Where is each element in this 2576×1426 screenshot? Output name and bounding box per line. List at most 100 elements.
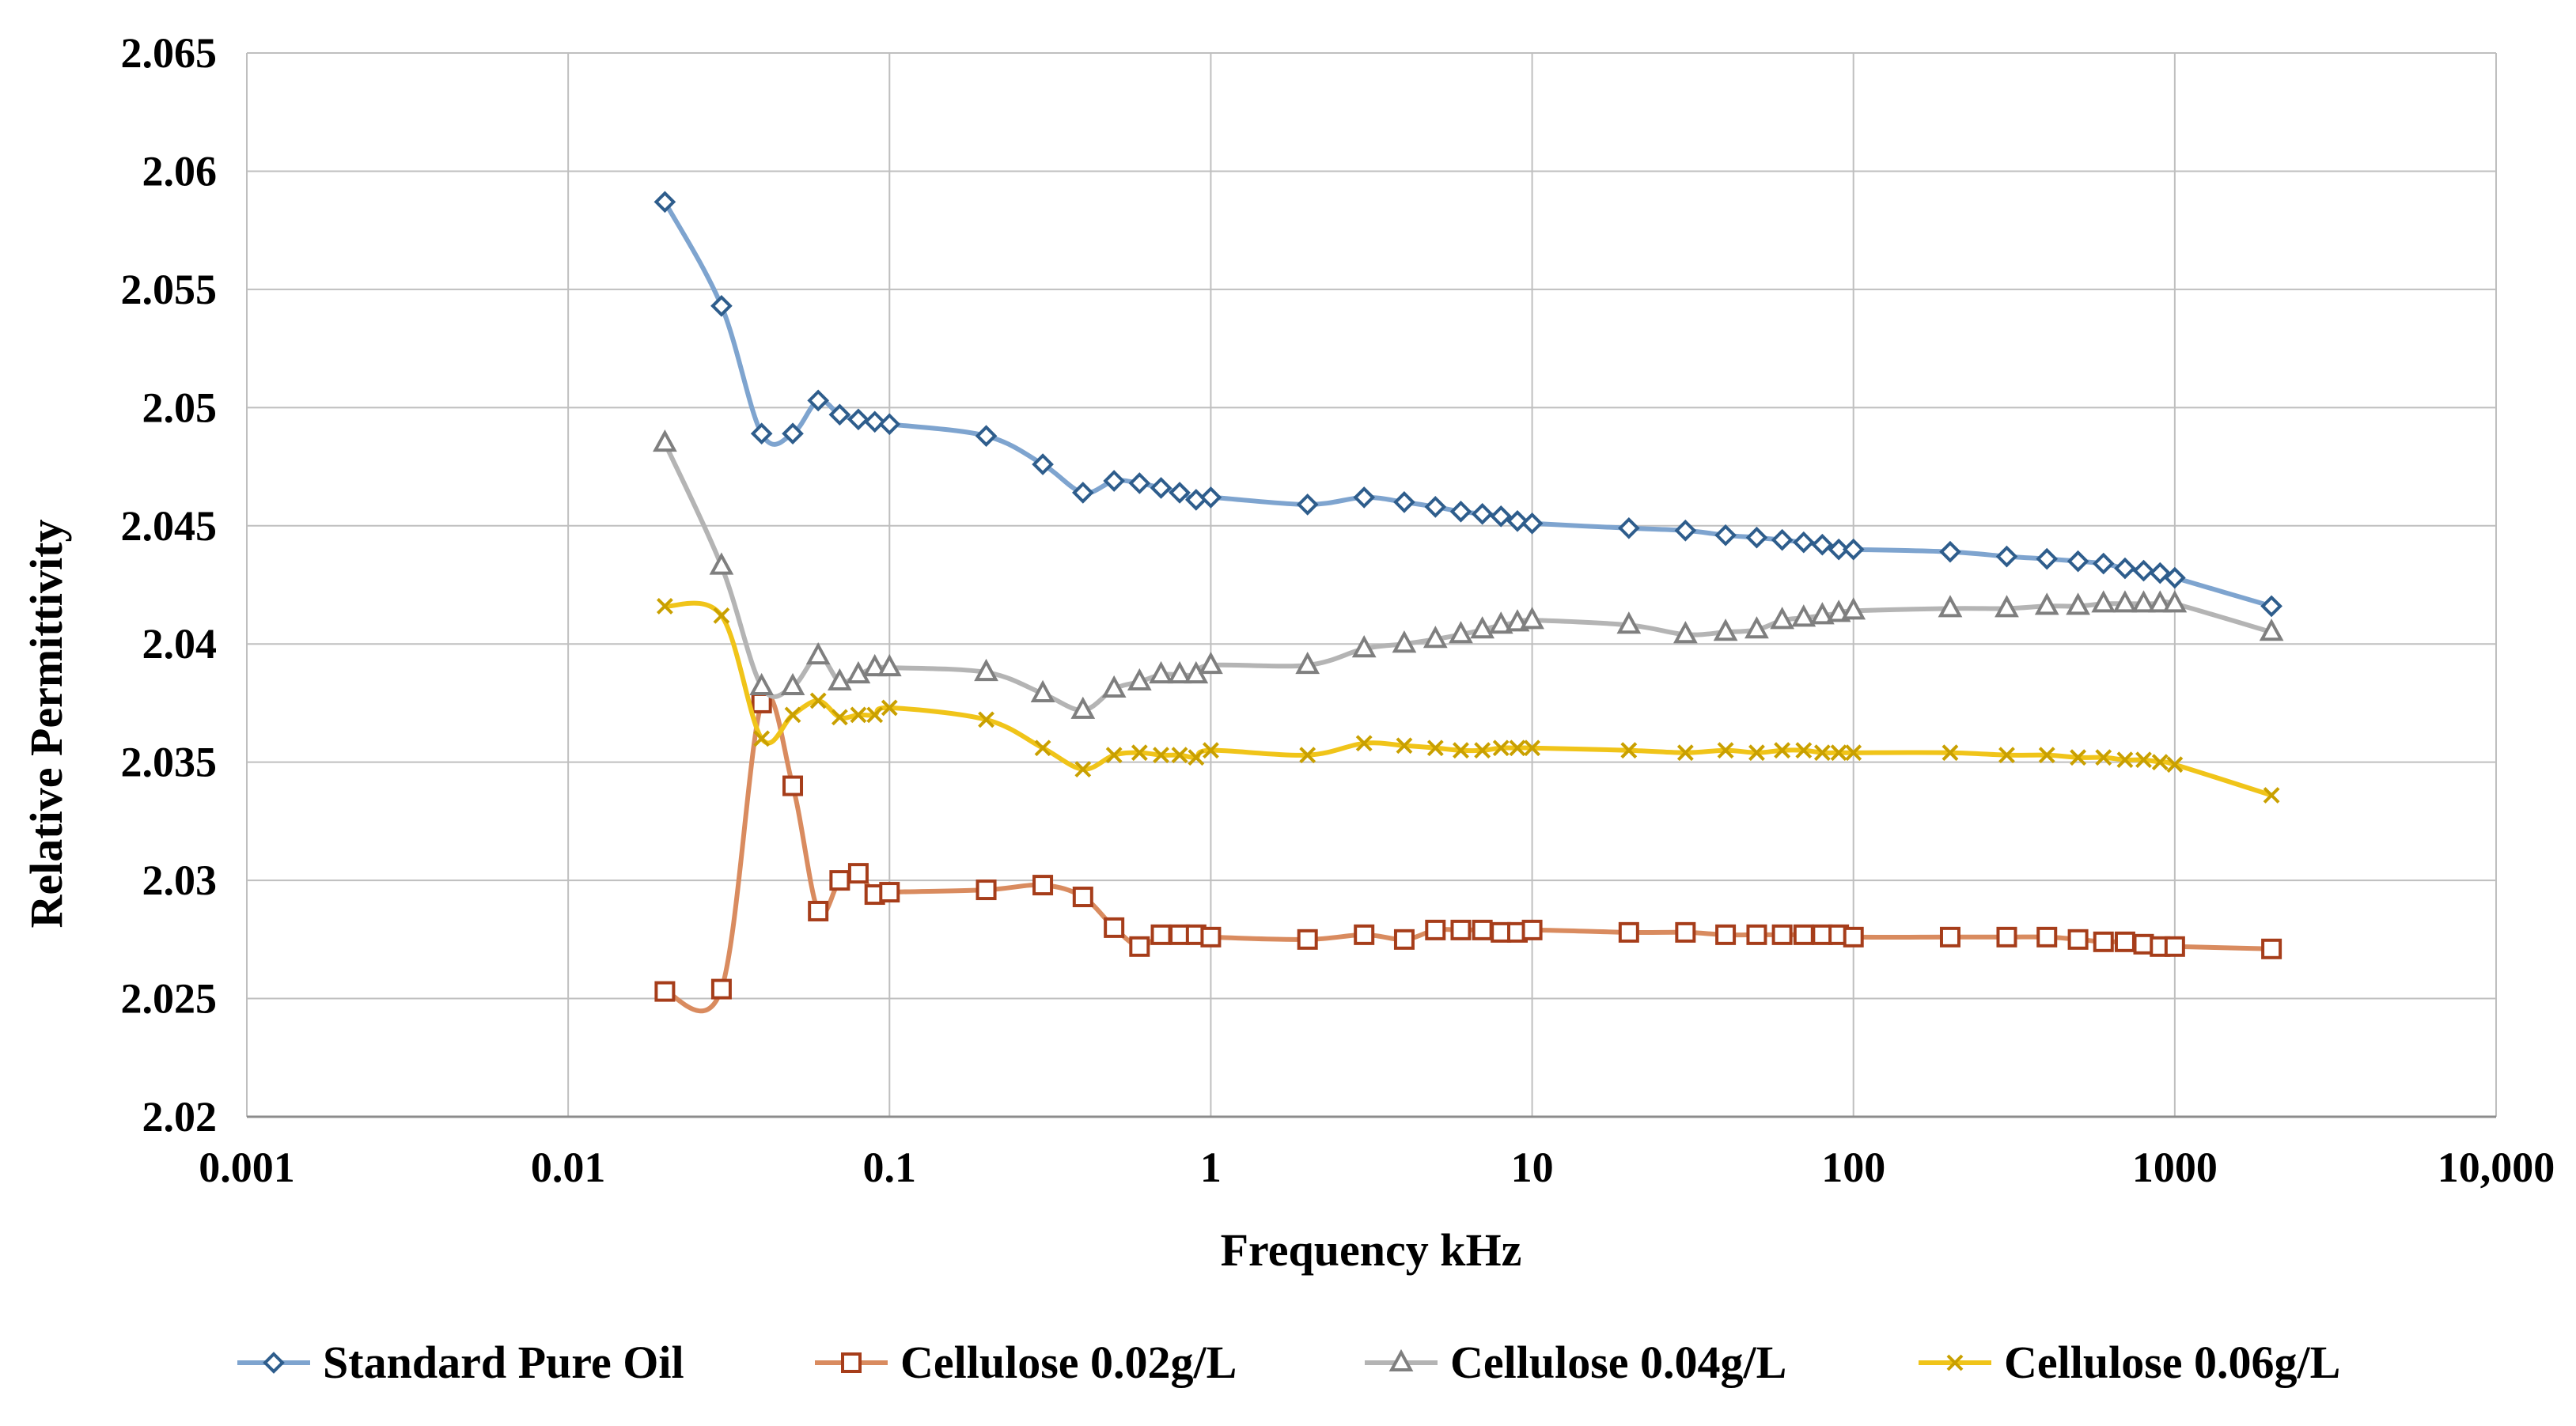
y-axis-tick-labels: 2.02 2.025 2.03 2.035 2.04 2.045 2.05 2.055 2.06…	[121, 29, 218, 1140]
data-point-cellulose-0-04	[2259, 618, 2284, 641]
data-point-cellulose-0-06	[1620, 742, 1638, 759]
data-point-cellulose-0-06	[1774, 742, 1791, 759]
data-point-cellulose-0-02	[1472, 919, 1493, 940]
data-point-cellulose-0-06	[1998, 747, 2015, 764]
data-point-cellulose-0-04	[1713, 618, 1738, 641]
data-point-cellulose-0-04	[1127, 668, 1152, 691]
data-point-standard-pure-oil	[2092, 552, 2115, 575]
data-point-standard-pure-oil	[1618, 516, 1640, 539]
data-point-cellulose-0-06	[1941, 744, 1959, 762]
data-point-standard-pure-oil	[1714, 524, 1737, 547]
data-point-cellulose-0-02	[1746, 924, 1767, 945]
data-point-cellulose-0-02	[1450, 919, 1472, 940]
data-point-cellulose-0-04	[2091, 590, 2116, 613]
data-point-cellulose-0-02	[1425, 919, 1446, 940]
x-axis-title: Frequency kHz	[1221, 1224, 1522, 1276]
data-point-cellulose-0-04	[1791, 604, 1816, 627]
data-point-cellulose-0-06	[831, 709, 848, 726]
data-point-cellulose-0-06	[2116, 751, 2134, 769]
data-point-standard-pure-oil	[1811, 533, 1834, 556]
data-point-standard-pure-oil	[2066, 550, 2089, 573]
series-cellulose-0-04	[653, 429, 2284, 719]
data-point-cellulose-0-06	[1676, 744, 1694, 762]
data-point-cellulose-0-04	[862, 653, 888, 677]
data-point-cellulose-0-04	[1167, 660, 1192, 684]
data-point-cellulose-0-02	[1072, 887, 1093, 908]
data-point-cellulose-0-06	[753, 730, 771, 747]
data-point-cellulose-0-06	[656, 597, 673, 615]
data-point-cellulose-0-02	[847, 863, 869, 884]
data-point-standard-pure-oil	[2036, 547, 2059, 570]
data-point-standard-pure-oil	[1939, 540, 1961, 563]
data-point-cellulose-0-06	[2166, 756, 2184, 774]
legend-label: Cellulose 0.06g/L	[2004, 1337, 2340, 1388]
data-point-cellulose-0-04	[1995, 595, 2019, 618]
data-point-cellulose-0-04	[828, 668, 852, 691]
data-point-cellulose-0-06	[1717, 742, 1734, 759]
data-point-cellulose-0-02	[2067, 929, 2089, 950]
data-point-cellulose-0-02	[1715, 924, 1737, 945]
data-point-cellulose-0-06	[2135, 751, 2152, 769]
data-point-cellulose-0-06	[1830, 744, 1847, 762]
data-point-cellulose-0-04	[974, 658, 998, 682]
data-point-cellulose-0-02	[2114, 931, 2135, 952]
series-standard-pure-oil	[653, 191, 2282, 618]
data-point-standard-pure-oil	[1792, 531, 1815, 554]
data-point-cellulose-0-06	[2038, 747, 2055, 764]
data-point-cellulose-0-04	[1030, 679, 1055, 702]
data-point-standard-pure-oil	[1995, 545, 2018, 568]
y-tick-label: 2.065	[121, 29, 218, 77]
legend-item-standard-pure-oil: Standard Pure Oil	[237, 1337, 684, 1388]
data-point-cellulose-0-04	[1422, 626, 1448, 649]
x-tick-label: 0.001	[199, 1144, 295, 1191]
data-point-cellulose-0-06	[1795, 742, 1813, 759]
legend-marker	[1388, 1348, 1414, 1371]
data-point-cellulose-0-04	[805, 641, 831, 665]
data-point-cellulose-0-04	[877, 653, 902, 677]
data-point-standard-pure-oil	[1071, 482, 1094, 504]
data-point-cellulose-0-06	[1074, 761, 1092, 778]
series-line-cellulose-0-02	[664, 692, 2272, 1014]
data-series	[653, 191, 2284, 1014]
data-point-standard-pure-oil	[2114, 557, 2136, 580]
data-point-cellulose-0-04	[1616, 611, 1642, 634]
data-point-cellulose-0-04	[2162, 590, 2188, 613]
data-point-cellulose-0-02	[1793, 924, 1814, 945]
data-point-cellulose-0-02	[808, 900, 829, 921]
data-point-cellulose-0-06	[1453, 742, 1469, 759]
legend-item-cellulose-0-04: Cellulose 0.04g/L	[1365, 1337, 1786, 1388]
x-tick-label: 100	[1821, 1144, 1885, 1191]
legend-label: Cellulose 0.02g/L	[900, 1337, 1237, 1388]
data-point-standard-pure-oil	[710, 294, 733, 317]
data-point-cellulose-0-04	[709, 552, 734, 575]
data-point-cellulose-0-06	[2070, 749, 2087, 766]
y-tick-label: 2.04	[142, 620, 218, 668]
x-tick-label: 1	[1200, 1144, 1222, 1191]
data-point-cellulose-0-02	[1393, 929, 1415, 950]
data-point-cellulose-0-02	[1939, 926, 1960, 948]
y-tick-label: 2.035	[121, 739, 218, 786]
data-point-cellulose-0-06	[1845, 744, 1862, 762]
data-point-standard-pure-oil	[1674, 519, 1697, 542]
data-point-cellulose-0-06	[1813, 744, 1831, 762]
data-point-cellulose-0-02	[2133, 933, 2154, 955]
data-point-cellulose-0-04	[1809, 602, 1835, 625]
data-point-standard-pure-oil	[1521, 512, 1544, 535]
data-point-cellulose-0-04	[2034, 592, 2059, 615]
data-point-standard-pure-oil	[1296, 494, 1319, 516]
legend-label: Cellulose 0.04g/L	[1450, 1337, 1786, 1388]
data-point-cellulose-0-06	[978, 711, 994, 728]
data-point-cellulose-0-06	[1355, 735, 1373, 752]
data-point-cellulose-0-04	[653, 429, 677, 452]
data-point-standard-pure-oil	[1169, 482, 1191, 504]
data-point-standard-pure-oil	[1185, 489, 1207, 511]
data-point-cellulose-0-04	[2147, 590, 2173, 613]
data-point-cellulose-0-02	[879, 882, 900, 903]
data-point-cellulose-0-02	[1675, 921, 1696, 943]
data-point-cellulose-0-04	[1070, 696, 1096, 719]
data-point-cellulose-0-04	[2112, 590, 2138, 613]
data-point-cellulose-0-02	[1812, 924, 1833, 945]
data-point-cellulose-0-02	[2261, 938, 2282, 959]
data-point-standard-pure-oil	[1828, 538, 1850, 561]
data-point-cellulose-0-06	[1131, 744, 1148, 762]
